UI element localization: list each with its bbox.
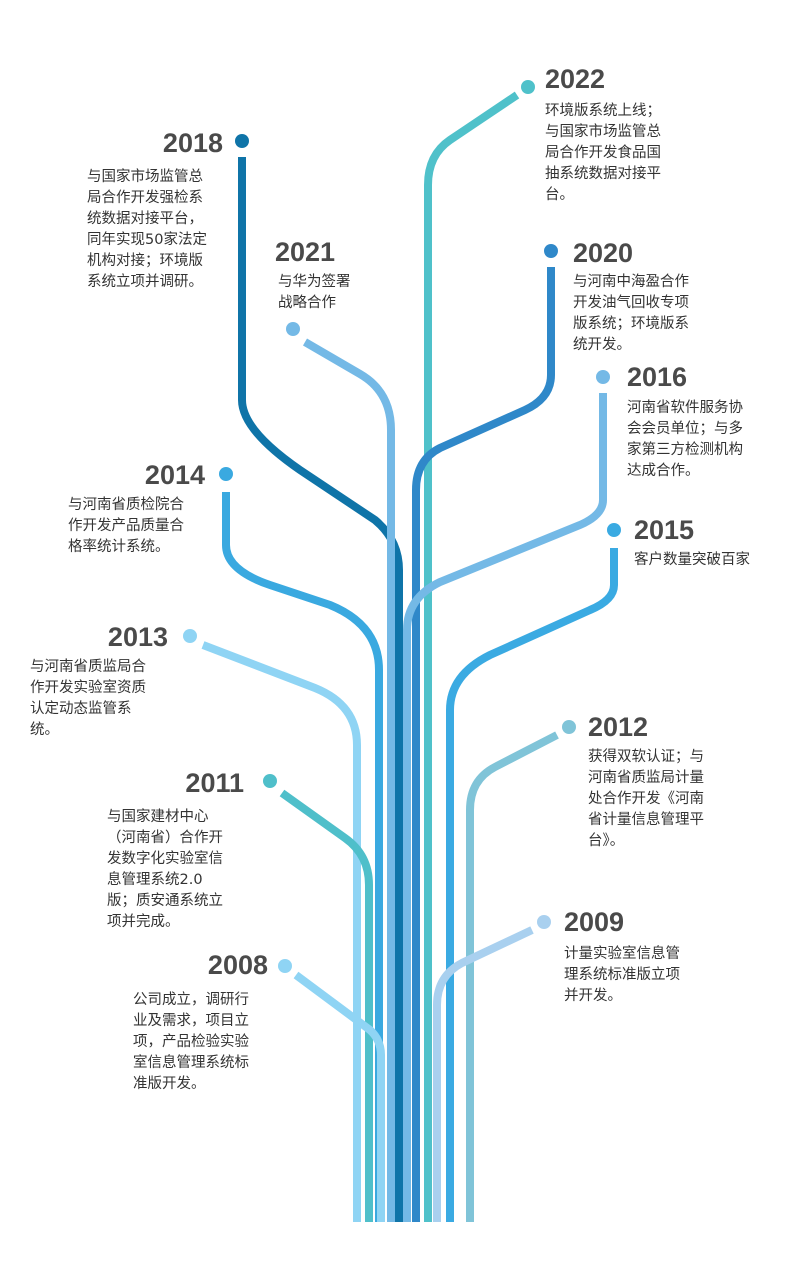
description-line: 版系统；环境版系	[573, 316, 689, 332]
milestone-dot-2013	[183, 629, 197, 643]
description-line: 公司成立，调研行	[133, 992, 249, 1008]
milestone-dot-2011	[263, 774, 277, 788]
branch-line-2021	[302, 338, 395, 1222]
description-line: 与河南中海盈合作	[573, 274, 689, 290]
description-line: 河南省软件服务协	[627, 400, 743, 416]
description-line: 息管理系统2.0	[107, 872, 203, 888]
description-line: 并开发。	[564, 988, 622, 1004]
branch-line-2012	[466, 731, 559, 1222]
milestone-description: 与国家建材中心 （河南省）合作开 发数字化实验室信 息管理系统2.0 版；质安通系统立项…	[107, 807, 223, 933]
description-line: 系统立项并调研。	[87, 274, 203, 290]
description-line: 局合作开发强检系	[87, 190, 203, 206]
description-line: 格率统计系统。	[68, 539, 170, 555]
description-line: 同年实现50家法定	[87, 232, 207, 248]
milestone-dot-2022	[521, 80, 535, 94]
description-line: 达成合作。	[627, 463, 700, 479]
description-line: 理系统标准版立项	[564, 967, 680, 983]
description-line: 与国家市场监管总	[545, 124, 661, 140]
milestone-description: 公司成立，调研行 业及需求，项目立 项，产品检验实验 室信息管理系统标 准版开发。	[133, 990, 249, 1095]
milestone-description: 与华为签署 战略合作	[278, 272, 351, 314]
description-line: 客户数量突破百家	[634, 552, 750, 568]
branch-line-2014	[222, 492, 383, 1222]
description-line: 作开发产品质量合	[68, 518, 184, 534]
milestone-dot-2009	[537, 915, 551, 929]
milestone-dot-2020	[544, 244, 558, 258]
description-line: 与国家市场监管总	[87, 169, 203, 185]
description-line: 准版开发。	[133, 1076, 206, 1092]
milestone-year: 2008	[207, 950, 268, 980]
milestone-year: 2012	[588, 712, 649, 742]
branch-line-2013	[201, 641, 361, 1222]
milestone-dot-2018	[235, 134, 249, 148]
description-line: 台。	[545, 187, 574, 203]
milestone-description: 获得双软认证；与 河南省质监局计量 处合作开发《河南 省计量信息管理平 台》。	[588, 747, 704, 852]
description-line: 统数据对接平台，	[87, 211, 203, 227]
description-line: 获得双软认证；与	[588, 749, 704, 765]
description-line: 计量实验室信息管	[564, 946, 680, 962]
milestone-dot-2015	[607, 523, 621, 537]
milestone-dot-2008	[278, 959, 292, 973]
description-line: 与河南省质监局合	[30, 659, 146, 675]
milestone-year: 2015	[634, 515, 695, 545]
branch-line-2015	[446, 548, 618, 1222]
description-line: 与华为签署	[278, 274, 351, 290]
branch-line-2018	[238, 157, 403, 1222]
description-line: （河南省）合作开	[107, 830, 223, 846]
description-line: 作开发实验室资质	[30, 680, 146, 696]
milestone-year: 2021	[275, 237, 336, 267]
milestone-description: 与国家市场监管总 局合作开发强检系 统数据对接平台， 同年实现50家法定 机构对接；环境…	[87, 167, 207, 293]
milestone-description: 与河南中海盈合作 开发油气回收专项 版系统；环境版系 统开发。	[573, 272, 689, 356]
description-line: 省计量信息管理平	[588, 812, 704, 828]
description-line: 抽系统数据对接平	[545, 166, 661, 182]
description-line: 统。	[30, 722, 59, 738]
milestone-year: 2020	[573, 238, 634, 268]
milestone-description: 与河南省质监局合 作开发实验室资质 认定动态监管系 统。	[30, 657, 146, 741]
description-line: 处合作开发《河南	[588, 791, 704, 807]
description-line: 家第三方检测机构	[627, 442, 743, 458]
milestone-year: 2022	[545, 64, 606, 94]
branch-line-2011	[279, 789, 373, 1222]
milestone-year: 2014	[144, 460, 205, 490]
milestone-year: 2018	[162, 128, 223, 158]
branch-line-2022	[424, 91, 520, 1222]
description-line: 业及需求，项目立	[133, 1013, 249, 1029]
branch-line-2009	[433, 926, 534, 1222]
milestone-dot-2016	[596, 370, 610, 384]
milestone-year: 2016	[627, 362, 688, 392]
description-line: 局合作开发食品国	[545, 145, 661, 161]
branch-line-2016	[403, 393, 607, 1222]
description-line: 发数字化实验室信	[107, 851, 223, 867]
milestone-dot-2012	[562, 720, 576, 734]
milestone-dot-2021	[286, 322, 300, 336]
description-line: 项，产品检验实验	[133, 1034, 249, 1050]
description-line: 台》。	[588, 833, 625, 849]
branch-line-2008	[293, 971, 385, 1222]
description-line: 开发油气回收专项	[573, 295, 689, 311]
description-line: 版；质安通系统立	[107, 893, 223, 909]
description-line: 战略合作	[278, 295, 336, 311]
milestone-dot-2014	[219, 467, 233, 481]
milestone-description: 计量实验室信息管 理系统标准版立项 并开发。	[564, 944, 680, 1007]
description-line: 与国家建材中心	[107, 809, 209, 825]
milestone-year: 2011	[185, 768, 244, 798]
milestone-description: 环境版系统上线； 与国家市场监管总 局合作开发食品国 抽系统数据对接平 台。	[545, 101, 661, 206]
description-line: 机构对接；环境版	[87, 253, 203, 269]
description-line: 河南省质监局计量	[588, 770, 704, 786]
milestone-description: 客户数量突破百家	[634, 550, 750, 571]
description-line: 项并完成。	[107, 914, 180, 930]
description-line: 与河南省质检院合	[68, 497, 184, 513]
milestone-year: 2013	[107, 622, 168, 652]
branch-line-2020	[412, 267, 555, 1222]
milestone-description: 与河南省质检院合 作开发产品质量合 格率统计系统。	[68, 495, 184, 558]
description-line: 统开发。	[573, 337, 631, 353]
description-line: 室信息管理系统标	[133, 1055, 249, 1071]
milestone-year: 2009	[564, 907, 625, 937]
description-line: 会会员单位；与多	[627, 421, 743, 437]
milestone-description: 河南省软件服务协 会会员单位；与多 家第三方检测机构 达成合作。	[627, 398, 743, 482]
description-line: 环境版系统上线；	[545, 103, 661, 119]
description-line: 认定动态监管系	[30, 701, 132, 717]
